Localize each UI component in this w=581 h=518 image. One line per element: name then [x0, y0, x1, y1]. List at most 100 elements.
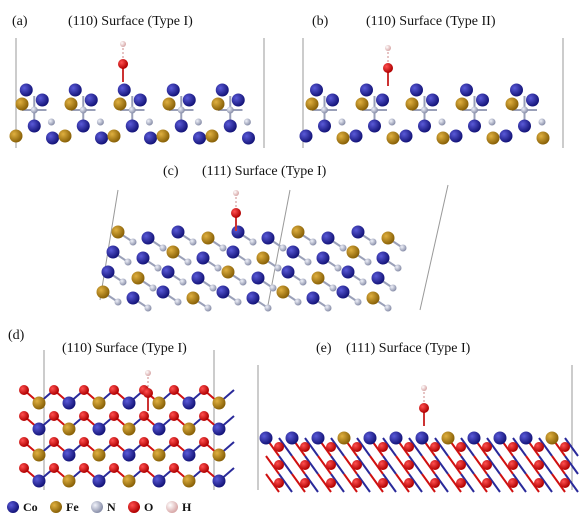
- atom: [508, 460, 518, 470]
- atom: [153, 423, 166, 436]
- atom: [390, 432, 403, 445]
- atom: [108, 130, 121, 143]
- atom: [97, 119, 104, 126]
- atom: [257, 252, 270, 265]
- atom: [145, 305, 152, 312]
- atom: [339, 119, 346, 126]
- atom: [508, 478, 518, 488]
- atom: [439, 119, 446, 126]
- atom: [169, 463, 179, 473]
- atom: [377, 252, 390, 265]
- atom: [130, 239, 137, 246]
- atom: [146, 119, 153, 126]
- atom: [360, 279, 367, 286]
- atom: [199, 463, 209, 473]
- atom: [183, 423, 196, 436]
- atom: [93, 475, 106, 488]
- atom: [300, 442, 310, 452]
- atom: [143, 388, 153, 398]
- atom: [430, 442, 440, 452]
- legend-swatch: [50, 501, 62, 513]
- atom: [197, 252, 210, 265]
- atom: [275, 265, 282, 272]
- atom: [77, 120, 90, 133]
- atom: [456, 460, 466, 470]
- atom: [120, 279, 127, 286]
- atom: [187, 292, 200, 305]
- atom: [19, 411, 29, 421]
- atom: [305, 259, 312, 266]
- legend-label: H: [182, 500, 192, 514]
- atom: [49, 385, 59, 395]
- panel-title: (111) Surface (Type I): [346, 341, 471, 356]
- atom: [350, 130, 363, 143]
- atom: [132, 272, 145, 285]
- atom: [326, 442, 336, 452]
- atom: [306, 98, 319, 111]
- atom: [262, 232, 275, 245]
- atom: [322, 232, 335, 245]
- atom: [142, 232, 155, 245]
- atom: [213, 423, 226, 436]
- atom: [326, 478, 336, 488]
- atom: [312, 432, 325, 445]
- atom: [33, 475, 46, 488]
- atom: [231, 208, 241, 218]
- atom: [129, 107, 136, 114]
- atom: [356, 98, 369, 111]
- atom: [49, 437, 59, 447]
- atom: [383, 63, 393, 73]
- atom: [400, 130, 413, 143]
- atom: [378, 478, 388, 488]
- legend-swatch: [166, 501, 178, 513]
- atom: [389, 119, 396, 126]
- atom: [190, 239, 197, 246]
- panel-title: (110) Surface (Type II): [366, 14, 496, 29]
- atom: [287, 246, 300, 259]
- panel-label: (b): [312, 14, 329, 29]
- atom: [109, 385, 119, 395]
- legend-label: N: [107, 500, 116, 514]
- atom: [49, 411, 59, 421]
- atom: [114, 98, 127, 111]
- atom: [46, 132, 59, 145]
- atom: [199, 411, 209, 421]
- atom: [534, 478, 544, 488]
- atom: [232, 226, 245, 239]
- atom: [244, 119, 251, 126]
- atom: [79, 463, 89, 473]
- atom: [150, 285, 157, 292]
- atom: [337, 286, 350, 299]
- atom: [93, 423, 106, 436]
- panel-title: (111) Surface (Type I): [202, 164, 327, 179]
- atom: [368, 120, 381, 133]
- atom: [185, 259, 192, 266]
- atom: [395, 265, 402, 272]
- atom: [352, 442, 362, 452]
- atom: [232, 94, 245, 107]
- atom: [79, 437, 89, 447]
- legend-swatch: [91, 501, 103, 513]
- atom: [80, 107, 87, 114]
- atom: [155, 265, 162, 272]
- legend-swatch: [128, 501, 140, 513]
- atom: [352, 460, 362, 470]
- atom: [240, 279, 247, 286]
- atom: [430, 460, 440, 470]
- atom: [79, 411, 89, 421]
- atom: [270, 285, 277, 292]
- atom: [387, 132, 400, 145]
- atom: [139, 411, 149, 421]
- atom: [227, 246, 240, 259]
- atom: [352, 226, 365, 239]
- atom: [153, 397, 166, 410]
- atom: [169, 411, 179, 421]
- atom: [157, 130, 170, 143]
- atom: [421, 385, 427, 391]
- panel-label: (d): [8, 328, 25, 343]
- atom: [217, 286, 230, 299]
- atom: [145, 370, 151, 376]
- atom: [338, 432, 351, 445]
- atom: [274, 442, 284, 452]
- atom: [195, 119, 202, 126]
